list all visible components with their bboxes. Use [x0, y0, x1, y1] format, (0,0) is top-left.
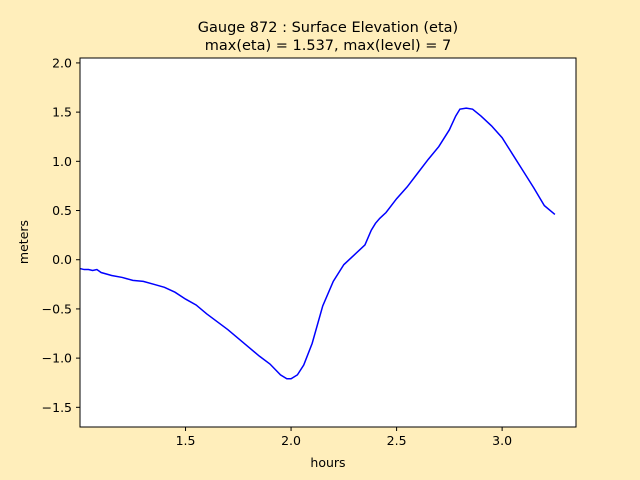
y-tick-label: 1.5 — [52, 105, 72, 120]
chart-title: Gauge 872 : Surface Elevation (eta) — [198, 20, 458, 36]
chart-subtitle: max(eta) = 1.537, max(level) = 7 — [205, 38, 451, 54]
y-tick-label: −1.5 — [42, 400, 72, 415]
plot-frame — [79, 57, 577, 428]
series-line-eta — [79, 107, 556, 380]
x-tick-label: 2.5 — [387, 433, 407, 448]
x-axis-label: hours — [310, 455, 345, 470]
x-tick-label: 2.0 — [281, 433, 301, 448]
x-tick-label: 1.5 — [176, 433, 196, 448]
y-tick-label: −0.5 — [42, 301, 72, 316]
y-tick-label: −1.0 — [42, 351, 72, 366]
y-axis: 2.0 1.5 1.0 0.5 0.0 −0.5 −1.0 −1.5 — [42, 55, 80, 415]
y-axis-label: meters — [16, 220, 31, 264]
x-axis: 1.5 2.0 2.5 3.0 — [176, 427, 512, 448]
y-tick-label: 1.0 — [52, 154, 72, 169]
y-tick-label: 0.5 — [52, 203, 72, 218]
y-tick-label: 0.0 — [52, 252, 72, 267]
y-tick-label: 2.0 — [52, 55, 72, 70]
x-tick-label: 3.0 — [492, 433, 512, 448]
plot-area — [80, 58, 576, 427]
